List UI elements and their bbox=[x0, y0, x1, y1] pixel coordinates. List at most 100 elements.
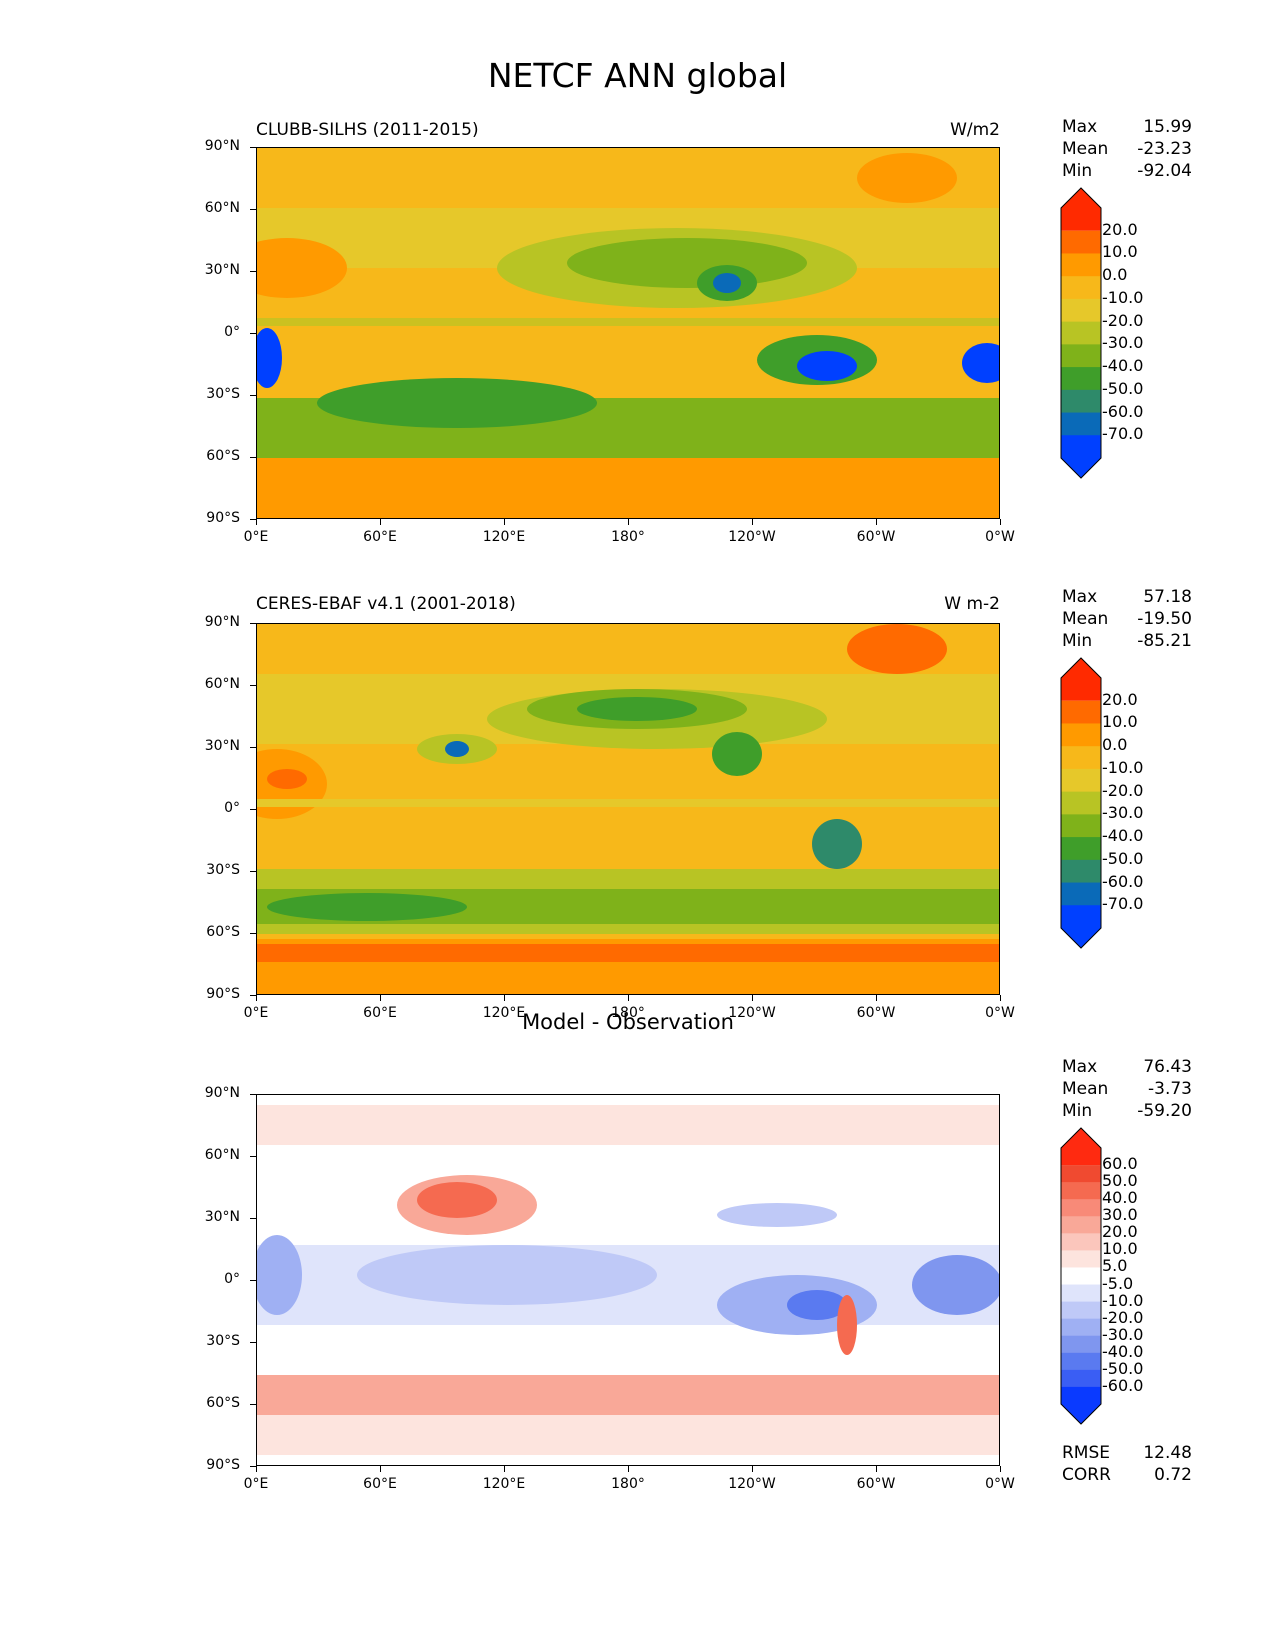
colorbar-label: 60.0 bbox=[1102, 1154, 1138, 1174]
x-tick-label: 0°W bbox=[985, 1005, 1015, 1021]
x-tick-label: 120°W bbox=[728, 529, 776, 545]
colorbar-label: -40.0 bbox=[1102, 826, 1144, 846]
y-tick-label: 60°S bbox=[206, 1395, 240, 1411]
colorbar-segment bbox=[1061, 1165, 1101, 1183]
colorbar-label: 10.0 bbox=[1102, 1239, 1138, 1259]
corr-label: CORR bbox=[1062, 1465, 1111, 1485]
x-tick-label: 0°E bbox=[243, 1005, 269, 1021]
y-tick-mark bbox=[250, 871, 256, 872]
y-tick-label: 90°S bbox=[206, 510, 240, 526]
stat-value: -85.21 bbox=[1137, 631, 1192, 651]
x-tick-mark bbox=[1000, 519, 1001, 525]
stats-diff: Max 76.43 Mean -3.73 Min -59.20 bbox=[1062, 1056, 1192, 1122]
panel-units: W/m2 bbox=[950, 120, 1000, 140]
y-tick-label: 60°N bbox=[204, 200, 240, 216]
stat-value: 76.43 bbox=[1143, 1057, 1192, 1077]
x-tick-mark bbox=[628, 519, 629, 525]
colorbar-svg bbox=[1060, 187, 1102, 479]
x-tick-mark bbox=[628, 1466, 629, 1472]
y-tick-mark bbox=[250, 147, 256, 148]
colorbar-label: 30.0 bbox=[1102, 1205, 1138, 1225]
y-tick-mark bbox=[250, 1218, 256, 1219]
rmse-value: 12.48 bbox=[1143, 1443, 1192, 1463]
colorbar-segment bbox=[1061, 1199, 1101, 1217]
colorbar-segment bbox=[1061, 1301, 1101, 1320]
y-tick-label: 60°N bbox=[204, 676, 240, 692]
stat-label: Max bbox=[1062, 1057, 1098, 1077]
stat-label: Max bbox=[1062, 117, 1098, 137]
colorbar-segment bbox=[1061, 1233, 1101, 1251]
colorbar-label: -30.0 bbox=[1102, 1324, 1144, 1344]
x-tick-mark bbox=[628, 995, 629, 1001]
colorbar-label: 10.0 bbox=[1102, 242, 1138, 262]
x-tick-mark bbox=[1000, 1466, 1001, 1472]
stat-label: Max bbox=[1062, 587, 1098, 607]
colorbar-segment bbox=[1061, 1216, 1101, 1234]
x-tick-label: 60°W bbox=[856, 529, 896, 545]
colorbar-label: -40.0 bbox=[1102, 1341, 1144, 1361]
y-tick-mark bbox=[250, 209, 256, 210]
colorbar-label: -20.0 bbox=[1102, 310, 1144, 330]
x-tick-mark bbox=[1000, 995, 1001, 1001]
colorbar-segment bbox=[1061, 1267, 1101, 1286]
y-tick-label: 0° bbox=[224, 324, 240, 340]
x-tick-label: 60°E bbox=[363, 1476, 397, 1492]
colorbar-segment bbox=[1061, 1352, 1101, 1371]
y-tick-label: 30°N bbox=[204, 1209, 240, 1225]
y-tick-mark bbox=[250, 395, 256, 396]
x-tick-mark bbox=[256, 519, 257, 525]
y-tick-mark bbox=[250, 995, 256, 996]
y-tick-mark bbox=[250, 1094, 256, 1095]
colorbar-segment bbox=[1061, 276, 1101, 300]
colorbar-label: -10.0 bbox=[1102, 287, 1144, 307]
y-tick-label: 60°S bbox=[206, 448, 240, 464]
map-obs-field bbox=[257, 624, 999, 994]
rmse-label: RMSE bbox=[1062, 1443, 1111, 1463]
panel-units: W m-2 bbox=[944, 594, 1000, 614]
map-diff bbox=[256, 1094, 1000, 1466]
x-tick-mark bbox=[504, 995, 505, 1001]
x-tick-label: 120°W bbox=[728, 1005, 776, 1021]
x-tick-mark bbox=[752, 995, 753, 1001]
x-tick-mark bbox=[256, 995, 257, 1001]
colorbar-segment bbox=[1061, 837, 1101, 861]
colorbar-segment bbox=[1061, 435, 1101, 478]
colorbar-label: 0.0 bbox=[1102, 265, 1128, 285]
x-tick-mark bbox=[504, 1466, 505, 1472]
corr-value: 0.72 bbox=[1154, 1465, 1192, 1485]
colorbar-outline bbox=[1060, 1127, 1102, 1425]
colorbar-label: -50.0 bbox=[1102, 848, 1144, 868]
x-tick-label: 0°E bbox=[243, 1476, 269, 1492]
stat-value: 15.99 bbox=[1143, 117, 1192, 137]
colorbar-label: 10.0 bbox=[1102, 712, 1138, 732]
x-tick-label: 60°E bbox=[363, 529, 397, 545]
stat-value: -19.50 bbox=[1137, 609, 1192, 629]
colorbar-label: -50.0 bbox=[1102, 1358, 1144, 1378]
x-tick-label: 120°E bbox=[482, 529, 526, 545]
colorbar-segment bbox=[1061, 791, 1101, 815]
y-tick-mark bbox=[250, 1156, 256, 1157]
y-tick-mark bbox=[250, 271, 256, 272]
stat-value: 57.18 bbox=[1143, 587, 1192, 607]
y-tick-label: 30°S bbox=[206, 862, 240, 878]
y-tick-mark bbox=[250, 457, 256, 458]
colorbar-label: 50.0 bbox=[1102, 1171, 1138, 1191]
y-tick-mark bbox=[250, 685, 256, 686]
stat-label: Mean bbox=[1062, 139, 1109, 159]
stat-value: -3.73 bbox=[1148, 1079, 1192, 1099]
colorbar-label: -60.0 bbox=[1102, 1375, 1144, 1395]
colorbar-label: -60.0 bbox=[1102, 401, 1144, 421]
map-model bbox=[256, 147, 1000, 519]
y-tick-label: 90°N bbox=[204, 614, 240, 630]
colorbar-segment bbox=[1061, 658, 1101, 701]
x-tick-label: 180° bbox=[611, 1005, 645, 1021]
colorbar-segment bbox=[1061, 298, 1101, 323]
colorbar-label: -30.0 bbox=[1102, 803, 1144, 823]
panel-title-left: CLUBB-SILHS (2011-2015) bbox=[256, 120, 479, 140]
y-tick-mark bbox=[250, 1342, 256, 1343]
x-tick-label: 60°W bbox=[856, 1476, 896, 1492]
colorbar-segment bbox=[1061, 367, 1101, 391]
colorbar-label: 20.0 bbox=[1102, 219, 1138, 239]
stat-label: Mean bbox=[1062, 609, 1109, 629]
colorbar-segment bbox=[1061, 1128, 1101, 1166]
